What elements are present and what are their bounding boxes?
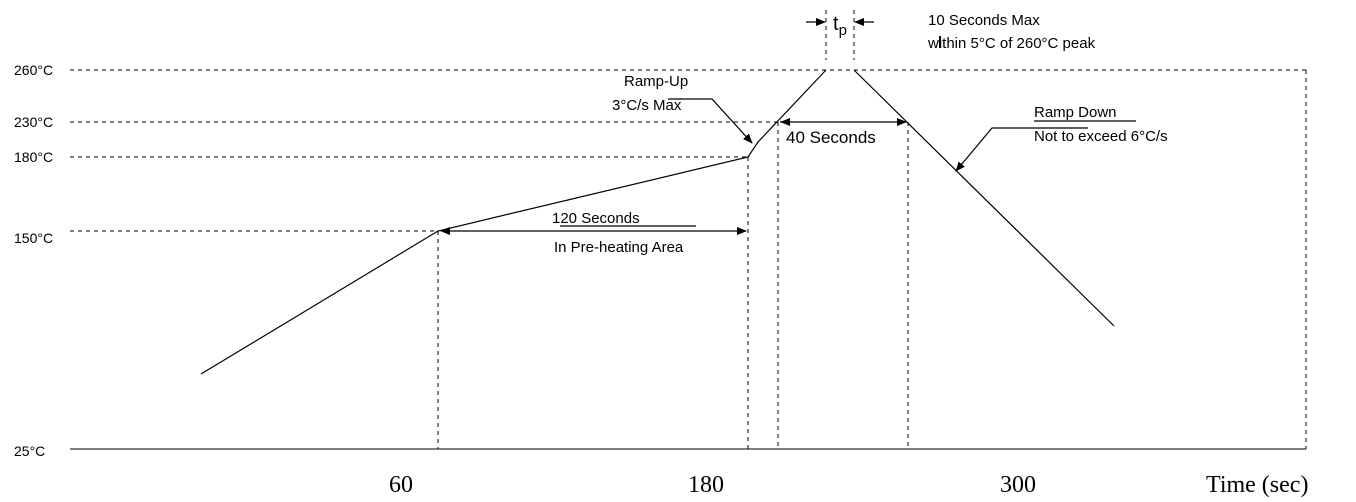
tp-subscript: p: [839, 22, 847, 39]
ramp-down-line2: Not to exceed 6°C/s: [1034, 128, 1168, 145]
ramp-up-line1: Ramp-Up: [624, 73, 688, 90]
tp-symbol: t: [833, 13, 839, 35]
y-label-25: 25°C: [14, 443, 45, 459]
tp-label: tp: [833, 13, 847, 39]
ramp-down-line1: Ramp Down: [1034, 104, 1117, 121]
forty-seconds-arrow-left-head: [780, 118, 790, 126]
preheat-arrow-left-head: [440, 227, 450, 235]
x-axis-title: Time (sec): [1206, 472, 1308, 498]
preheat-line1: 120 Seconds: [552, 210, 640, 227]
reflow-profile-curve: [200, 69, 1115, 375]
y-label-260: 260°C: [14, 62, 53, 78]
ramp-up-leader: [668, 98, 753, 144]
ramp-down-leader: [955, 127, 1088, 172]
forty-seconds-label: 40 Seconds: [786, 128, 876, 147]
peak-note-line1: 10 Seconds Max: [928, 12, 1040, 29]
y-label-180: 180°C: [14, 149, 53, 165]
y-label-150: 150°C: [14, 230, 53, 246]
y-label-230: 230°C: [14, 114, 53, 130]
x-label-180: 180: [688, 472, 724, 498]
x-label-60: 60: [389, 472, 413, 498]
ramp-up-line2: 3°C/s Max: [612, 97, 682, 114]
peak-note-line2: within 5°C of 260°C peak: [927, 35, 1096, 52]
x-label-300: 300: [1000, 472, 1036, 498]
preheat-line2: In Pre-heating Area: [554, 239, 684, 256]
